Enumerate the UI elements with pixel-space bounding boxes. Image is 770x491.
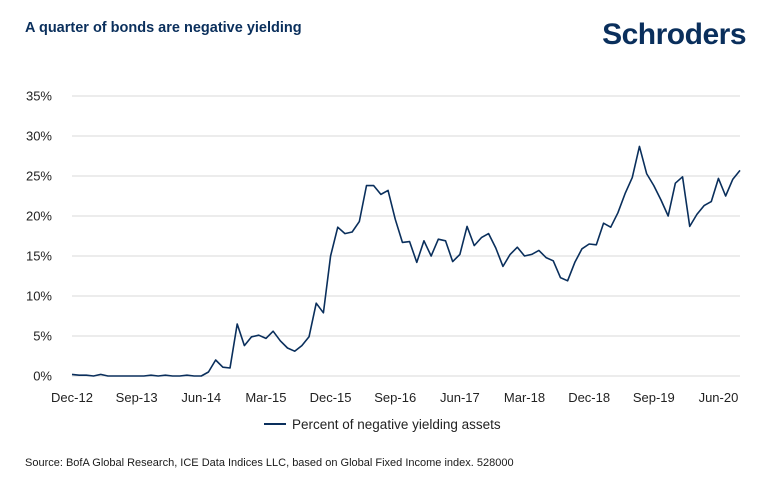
x-tick-label: Mar-18 [504,390,545,405]
x-tick-label: Dec-12 [51,390,93,405]
legend: Percent of negative yielding assets [264,417,501,432]
x-axis-ticks: Dec-12 Sep-13 Jun-14 Mar-15 Dec-15 Sep-16 Jun-… [51,390,738,405]
x-tick-label: Dec-15 [310,390,352,405]
y-tick-label: 15% [26,249,52,264]
x-tick-label: Sep-13 [116,390,158,405]
source-note: Source: BofA Global Research, ICE Data I… [25,457,514,469]
y-axis-ticks: 0% 5% 10% 15% 20% 25% 30% 35% [26,89,52,384]
y-tick-label: 0% [33,369,52,384]
y-tick-label: 5% [33,329,52,344]
y-tick-label: 10% [26,289,52,304]
x-tick-label: Dec-18 [568,390,610,405]
schroders-logo: Schroders [602,18,746,51]
x-tick-label: Sep-16 [374,390,416,405]
grid-lines [72,95,740,377]
x-tick-label: Sep-19 [633,390,675,405]
y-tick-label: 35% [26,89,52,104]
chart-title: A quarter of bonds are negative yielding [25,20,302,36]
x-tick-label: Mar-15 [245,390,286,405]
x-tick-label: Jun-14 [181,390,221,405]
y-tick-label: 20% [26,209,52,224]
y-tick-label: 25% [26,169,52,184]
y-tick-label: 30% [26,129,52,144]
legend-label: Percent of negative yielding assets [292,417,501,432]
x-tick-label: Jun-20 [699,390,739,405]
x-tick-label: Jun-17 [440,390,480,405]
series-line-negative-yielding [71,145,741,377]
